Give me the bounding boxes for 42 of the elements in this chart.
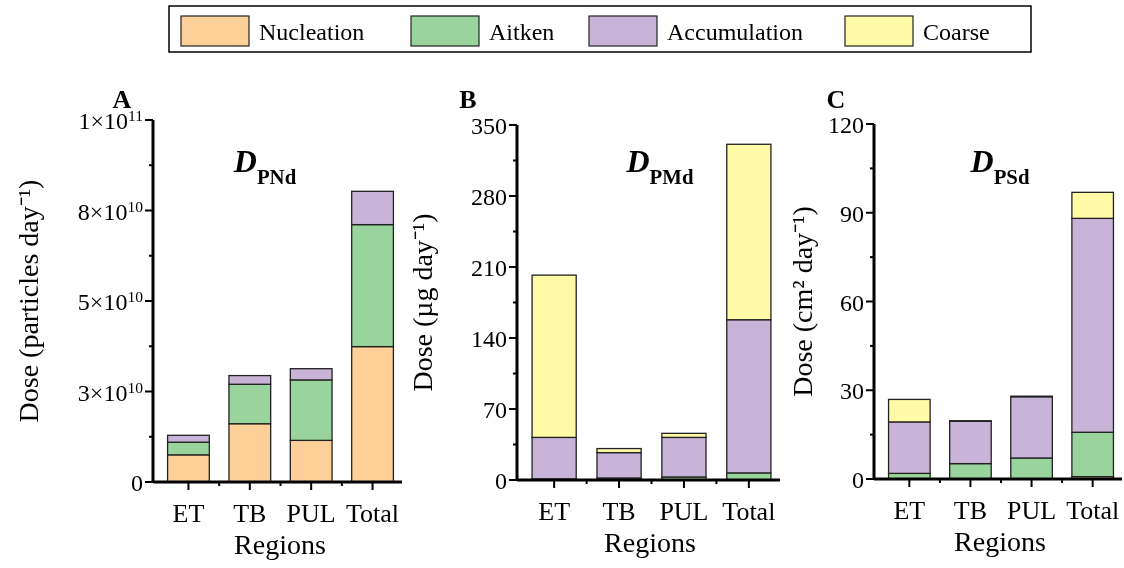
legend-label: Coarse [923, 19, 990, 45]
x-tick-label: Total [722, 497, 776, 526]
x-axis-title: Regions [234, 529, 326, 560]
y-tick-label: 0 [852, 467, 864, 493]
x-axis-title: Regions [604, 527, 696, 558]
y-axis-title: Dose (particles day⁻¹) [13, 179, 44, 423]
x-tick-label: ET [893, 496, 926, 525]
y-tick-label: 120 [828, 112, 864, 138]
x-tick-label: PUL [286, 499, 336, 528]
y-axis-title: Dose (cm² day⁻¹) [787, 206, 818, 397]
y-tick-label: 350 [471, 113, 507, 139]
y-tick-label: 280 [471, 184, 507, 210]
text: D$_{PMd}$ [625, 143, 694, 188]
chart-title: B [459, 85, 477, 114]
x-tick-label: Total [1066, 496, 1120, 525]
y-tick-label: 70 [483, 397, 507, 423]
x-tick-label: Total [346, 499, 400, 528]
y-tick-label: 90 [840, 200, 864, 227]
y-tick-label: 0 [495, 468, 507, 494]
legend-label: Nucleation [259, 19, 365, 45]
x-tick-label: ET [538, 497, 571, 526]
y-tick-label: 8×10$^{10}$ [77, 197, 144, 225]
y-tick-label: 60 [840, 289, 864, 316]
x-tick-label: ET [172, 499, 205, 528]
x-tick-label: TB [233, 499, 267, 528]
y-tick-label: 30 [840, 378, 864, 405]
x-tick-label: TB [953, 496, 988, 525]
y-tick-label: 210 [471, 255, 507, 281]
text: D$_{PSd}$ [969, 143, 1030, 188]
y-tick-label: 0 [131, 470, 143, 496]
y-tick-label: 5×10$^{10}$ [77, 287, 144, 315]
legend-label: Accumulation [667, 19, 803, 45]
y-tick-label: 3×10$^{10}$ [77, 378, 144, 406]
x-tick-label: PUL [1006, 496, 1057, 525]
chart-title: C [826, 85, 846, 114]
x-axis-title: Regions [954, 526, 1046, 557]
x-tick-label: TB [602, 497, 636, 526]
y-tick-label: 140 [471, 326, 507, 352]
legend-label: Aitken [489, 19, 555, 45]
y-axis-title: Dose (µg day⁻¹) [407, 213, 438, 392]
text: D$_{PNd}$ [232, 143, 297, 188]
x-tick-label: PUL [659, 497, 709, 526]
